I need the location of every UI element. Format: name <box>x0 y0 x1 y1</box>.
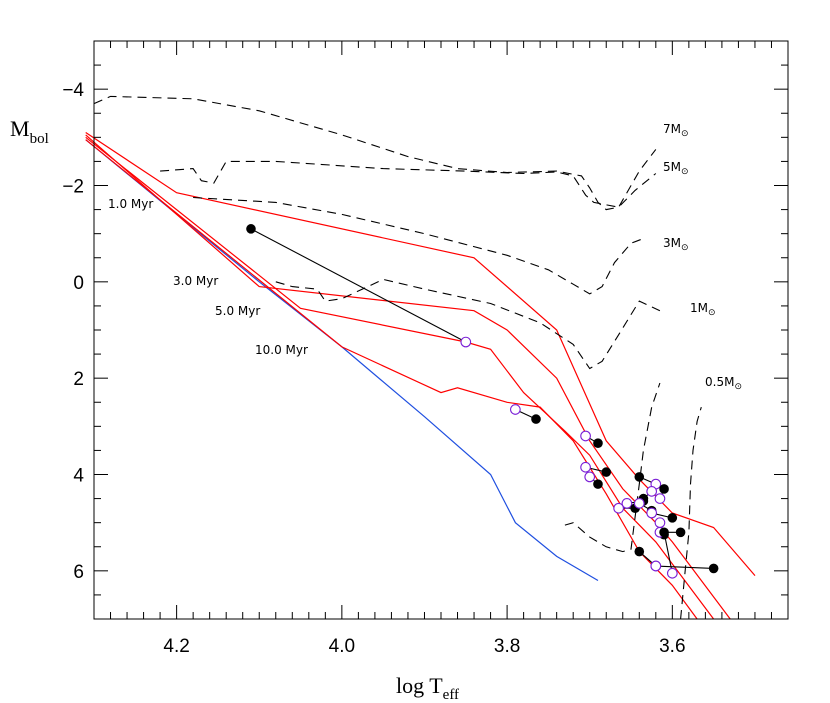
y-tick-label: 6 <box>73 562 84 583</box>
x-axis-title: log Teff <box>396 673 459 703</box>
y-tick-label: 0 <box>73 273 84 294</box>
isochrone-line <box>85 136 715 620</box>
x-tick-label: 4.2 <box>163 636 189 657</box>
mass-tracks-layer <box>93 95 702 620</box>
open-point <box>580 430 591 442</box>
filled-point <box>531 414 541 424</box>
x-tick-label: 3.6 <box>659 636 685 657</box>
y-axis-title: Mbol <box>10 116 49 147</box>
open-point <box>613 502 624 514</box>
isochrone-label: 1.0 Myr <box>108 197 153 211</box>
open-point <box>646 486 658 497</box>
isochrone-label: 5.0 Myr <box>215 304 260 318</box>
open-point <box>510 404 521 415</box>
open-point <box>621 498 633 509</box>
ticks-layer <box>93 40 789 620</box>
y-tick-label: 2 <box>73 369 84 390</box>
zams-layer <box>85 139 599 582</box>
mass-track-label: 3M⊙ <box>663 236 689 253</box>
mass-track-label: 7M⊙ <box>663 122 689 139</box>
filled-point <box>659 484 669 494</box>
filled-point <box>675 527 686 538</box>
open-point <box>654 493 666 504</box>
filled-point <box>593 479 603 489</box>
open-point <box>580 461 591 473</box>
y-tick-label: −4 <box>62 80 84 101</box>
isochrone-label: 10.0 Myr <box>255 343 308 357</box>
open-point <box>633 498 645 509</box>
y-tick-label: 4 <box>73 466 84 487</box>
filled-point <box>659 527 669 538</box>
mass-track-line <box>193 196 644 295</box>
filled-point <box>593 438 603 448</box>
mass-track-label: 5M⊙ <box>663 160 689 177</box>
mass-track-line <box>160 160 657 208</box>
mass-track-line <box>93 95 657 211</box>
pair-line <box>655 565 714 569</box>
isochrones-layer <box>85 131 756 620</box>
filled-point <box>667 513 678 523</box>
mass-track-label: 1M⊙ <box>690 301 716 318</box>
y-tick-label: −2 <box>62 177 84 198</box>
isochrone-line <box>85 139 698 620</box>
open-point <box>654 517 666 529</box>
zams-line <box>85 139 599 582</box>
x-tick-label: 4.0 <box>329 636 355 657</box>
pair-line <box>250 228 467 343</box>
x-tick-label: 3.8 <box>494 636 520 657</box>
filled-point <box>246 224 256 234</box>
open-point <box>460 336 472 348</box>
mass-track-line <box>680 406 702 620</box>
points-layer <box>246 224 719 579</box>
isochrone-label: 3.0 Myr <box>173 274 218 288</box>
mass-track-line <box>564 382 661 553</box>
open-point <box>584 471 596 483</box>
filled-point <box>634 472 645 482</box>
filled-point <box>601 467 612 477</box>
open-point <box>666 567 678 579</box>
mass-track-label: 0.5M⊙ <box>705 375 742 392</box>
open-point <box>650 560 662 572</box>
open-point <box>646 507 658 519</box>
pairs-layer <box>250 228 714 574</box>
isochrone-line <box>85 131 756 576</box>
labels-layer: 4.2 4.0 3.8 3.6 −4 −2 0 2 4 6 1.0 Myr 3.0 Myr 5.0 My… <box>62 80 742 657</box>
filled-point <box>708 563 719 574</box>
filled-point <box>634 546 645 557</box>
mass-track-line <box>275 278 661 370</box>
